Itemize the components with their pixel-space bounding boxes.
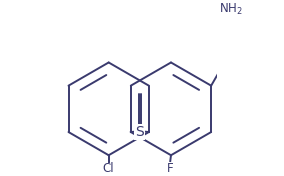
Text: F: F <box>167 162 174 175</box>
Text: Cl: Cl <box>103 162 114 175</box>
Text: S: S <box>135 125 144 139</box>
Text: NH$_2$: NH$_2$ <box>219 1 243 17</box>
